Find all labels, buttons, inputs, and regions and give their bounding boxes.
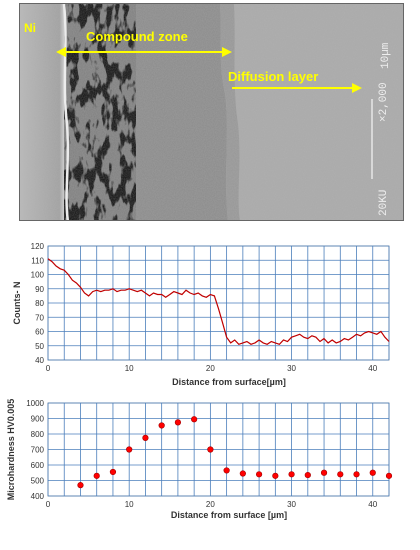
label-compound-zone: Compound zone [86, 29, 188, 44]
data-point [142, 434, 149, 441]
x-axis-label: Distance from surface[µm] [172, 377, 286, 387]
data-point [207, 446, 214, 453]
y-tick-label: 500 [31, 477, 45, 486]
data-point [239, 470, 246, 477]
data-point [191, 416, 198, 423]
counts-line-chart: 40 50 60 70 80 90 100 110 120 0 10 20 30 40 Distance … [12, 242, 390, 387]
y-tick-label: 60 [35, 328, 44, 337]
y-tick-label: 700 [31, 446, 45, 455]
data-point [288, 471, 295, 478]
magnification-label: ×2,000 [378, 82, 390, 122]
data-point [93, 472, 100, 479]
data-point [304, 471, 311, 479]
y-tick-label: 70 [35, 313, 44, 322]
y-tick-label: 900 [31, 415, 45, 424]
data-point [337, 471, 344, 478]
y-tick-label: 50 [35, 342, 44, 351]
x-tick-label: 10 [125, 364, 134, 373]
y-tick-label: 110 [31, 256, 44, 265]
micrograph-image [20, 4, 403, 220]
y-tick-label: 800 [31, 430, 45, 439]
y-tick-label: 120 [31, 242, 45, 251]
label-diffusion-layer: Diffusion layer [228, 69, 319, 84]
y-tick-label: 400 [31, 492, 45, 501]
data-point [353, 471, 360, 478]
y-tick-label: 1000 [26, 399, 44, 408]
data-point [223, 467, 230, 474]
series-line [47, 258, 390, 345]
x-tick-label: 40 [368, 364, 377, 373]
arrowhead-right [222, 47, 232, 57]
y-axis-label: Counts- N [12, 282, 22, 325]
x-tick-label: 30 [287, 500, 296, 509]
data-point [174, 419, 182, 426]
y-tick-label: 600 [31, 461, 45, 470]
scale-bar-label: 10µm [380, 42, 392, 69]
x-axis-label: Distance from surface [µm] [171, 510, 287, 520]
x-tick-label: 0 [46, 500, 51, 509]
y-tick-label: 40 [35, 356, 44, 365]
x-tick-label: 0 [46, 364, 51, 373]
data-point [77, 482, 84, 489]
label-ni: Ni [24, 21, 36, 35]
y-axis-label: Microhardness HV0.005 [6, 399, 16, 501]
x-tick-label: 10 [125, 500, 134, 509]
voltage-label: 20KU [378, 189, 390, 216]
data-point [320, 469, 328, 476]
data-point [369, 469, 376, 476]
data-point [126, 446, 133, 453]
y-tick-label: 100 [31, 271, 45, 280]
y-tick-label: 90 [35, 285, 44, 294]
data-point [272, 472, 279, 479]
microhardness-scatter-chart: 400 500 600 700 800 900 1000 0 10 20 30 40 Distance… [6, 399, 393, 520]
x-tick-label: 20 [206, 364, 215, 373]
data-point [109, 468, 117, 476]
sem-micrograph: Ni Compound zone Diffusion layer 10µm ×2… [19, 3, 404, 221]
data-point [158, 422, 165, 429]
x-tick-label: 20 [206, 500, 215, 509]
arrowhead-left [56, 47, 66, 57]
data-point [385, 472, 393, 479]
x-tick-label: 40 [368, 500, 377, 509]
data-point [255, 471, 263, 478]
arrowhead-diffusion [352, 83, 362, 93]
y-tick-label: 80 [35, 299, 44, 308]
x-tick-label: 30 [287, 364, 296, 373]
